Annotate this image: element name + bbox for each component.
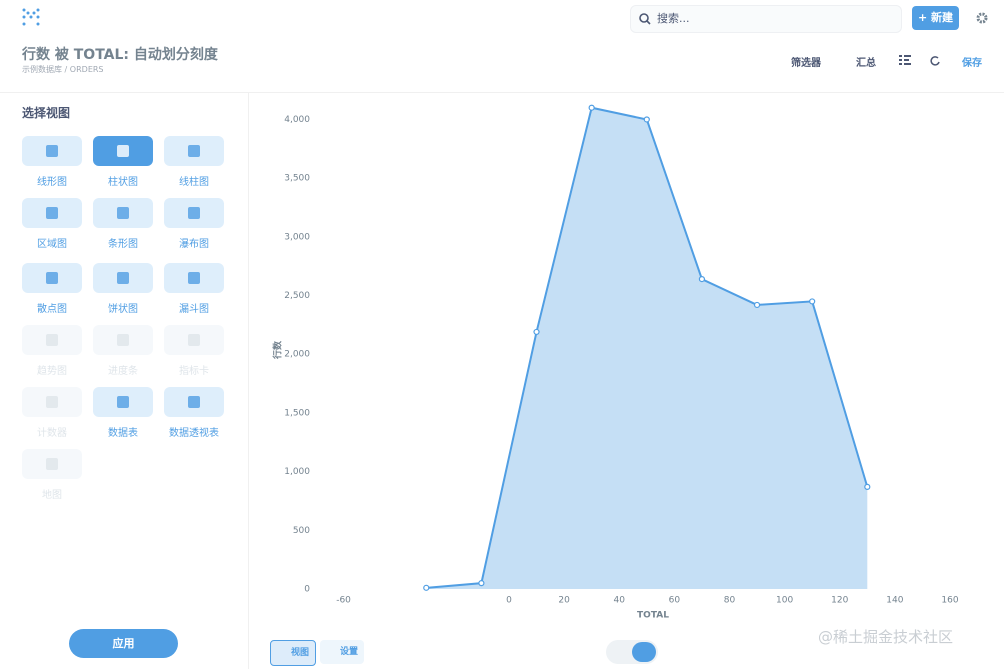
viz-label: 计数器 xyxy=(37,428,67,439)
viz-label: 柱状图 xyxy=(108,177,138,188)
sidebar-title: 选择视图 xyxy=(22,106,71,120)
area-fill xyxy=(426,107,868,589)
viz-tile[interactable] xyxy=(164,387,224,417)
viz-label: 数据透视表 xyxy=(169,428,219,439)
filter-button[interactable]: 筛选器 xyxy=(791,58,821,69)
new-button[interactable]: + 新建 xyxy=(912,6,959,30)
viz-tile xyxy=(22,387,82,417)
x-tick-label: 60 xyxy=(669,596,681,606)
table[interactable]: ORDERS xyxy=(69,65,104,74)
view-label: 视图 xyxy=(291,648,310,658)
viz-tile[interactable] xyxy=(93,136,153,166)
viz-tile xyxy=(164,325,224,355)
chart: 0 500 1,000 1,500 2,000 2,500 3,000 3,500 4,000 -… xyxy=(272,104,959,621)
viz-tile[interactable] xyxy=(93,387,153,417)
viz-tile[interactable] xyxy=(93,198,153,228)
viz-tile[interactable] xyxy=(22,198,82,228)
viz-label: 漏斗图 xyxy=(179,304,209,315)
data-point xyxy=(478,580,485,587)
viz-tile xyxy=(22,449,82,479)
summarize-button[interactable]: 汇总 xyxy=(856,58,876,69)
viz-label: 线形图 xyxy=(37,177,67,188)
viz-tile[interactable] xyxy=(164,136,224,166)
x-tick-label: 40 xyxy=(613,596,625,606)
logo[interactable] xyxy=(22,8,40,26)
viz-tile xyxy=(93,325,153,355)
x-tick-label: 20 xyxy=(558,596,570,606)
viz-tile[interactable] xyxy=(22,263,82,293)
refresh-icon[interactable] xyxy=(929,55,941,67)
y-tick-label: 2,000 xyxy=(284,350,310,360)
viz-tile xyxy=(22,325,82,355)
data-point xyxy=(533,328,540,336)
viz-label: 地图 xyxy=(42,490,62,501)
data-point xyxy=(809,298,816,305)
apply-button[interactable]: 应用 xyxy=(69,629,178,658)
breadcrumb: 示例数据库 / ORDERS xyxy=(22,64,104,75)
save-button[interactable]: 保存 xyxy=(962,58,982,69)
search-placeholder: 搜索... xyxy=(657,12,690,25)
settings-icon[interactable] xyxy=(975,11,989,25)
data-point xyxy=(864,483,871,490)
x-tick-label: 120 xyxy=(831,596,848,606)
question-title: 行数 被 TOTAL: 自动划分刻度 xyxy=(22,47,218,63)
settings-label: 设置 xyxy=(340,647,359,657)
viz-label: 条形图 xyxy=(108,239,138,250)
viz-label: 指标卡 xyxy=(179,366,209,377)
viz-label: 线柱图 xyxy=(179,177,209,188)
y-tick-label: 0 xyxy=(304,585,310,595)
database[interactable]: 示例数据库 xyxy=(22,65,62,74)
viz-label: 饼状图 xyxy=(108,304,138,315)
viz-label: 区域图 xyxy=(37,239,67,250)
y-tick-label: 1,500 xyxy=(284,408,310,418)
search-box[interactable]: 搜索... xyxy=(630,5,902,33)
viz-tile[interactable] xyxy=(93,263,153,293)
header: 搜索... + 新建 行数 被 TOTAL: 自动划分刻度 示例数据库 / OR… xyxy=(0,0,1004,93)
data-point xyxy=(698,276,706,283)
y-axis-label: 行数 xyxy=(272,340,284,360)
x-tick-label: 160 xyxy=(941,596,958,606)
x-tick-label: 140 xyxy=(886,596,903,606)
y-tick-label: 1,000 xyxy=(284,467,310,477)
x-tick-label: -60 xyxy=(336,596,351,606)
y-tick-label: 4,000 xyxy=(284,115,310,125)
viz-tile[interactable] xyxy=(22,136,82,166)
data-point xyxy=(588,104,595,111)
y-tick-label: 2,500 xyxy=(284,291,310,301)
view-button[interactable]: 视图 xyxy=(270,640,316,666)
sidebar xyxy=(0,93,249,669)
y-tick-label: 3,000 xyxy=(284,232,310,242)
viz-tile[interactable] xyxy=(164,198,224,228)
settings-button[interactable]: 设置 xyxy=(320,640,364,664)
y-tick-label: 500 xyxy=(293,526,310,536)
viz-tile[interactable] xyxy=(164,263,224,293)
list-icon[interactable] xyxy=(899,55,913,67)
watermark: @稀土掘金技术社区 xyxy=(818,628,954,646)
x-tick-label: 100 xyxy=(776,596,793,606)
viz-label: 趋势图 xyxy=(37,366,67,377)
y-tick-label: 3,500 xyxy=(284,174,310,184)
x-tick-label: 0 xyxy=(506,596,512,606)
separator: / xyxy=(64,65,68,74)
viz-label: 瀑布图 xyxy=(179,239,209,250)
new-label: 新建 xyxy=(931,11,954,24)
viz-label: 散点图 xyxy=(37,304,67,315)
viz-label: 数据表 xyxy=(108,428,138,439)
data-point xyxy=(753,301,761,309)
display-toggle[interactable] xyxy=(606,640,658,664)
data-point xyxy=(643,116,650,123)
x-axis-label: TOTAL xyxy=(637,611,669,621)
viz-label: 进度条 xyxy=(108,366,138,377)
x-tick-label: 80 xyxy=(724,596,736,606)
data-point xyxy=(423,584,430,591)
